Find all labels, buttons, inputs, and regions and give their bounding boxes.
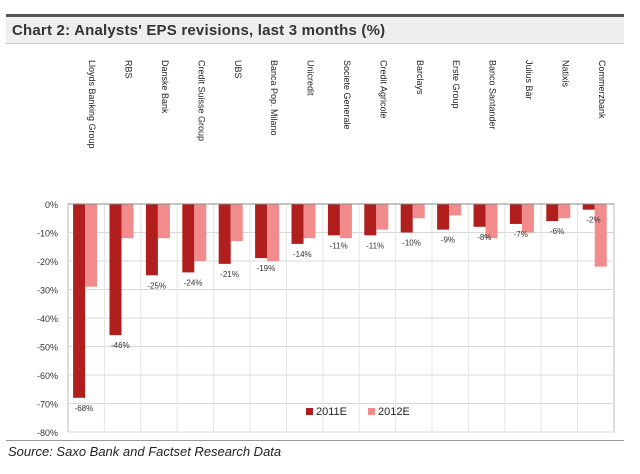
data-label: -24% xyxy=(184,278,203,287)
bar-2012e xyxy=(594,204,607,267)
y-tick-label: -40% xyxy=(37,314,58,324)
y-tick-label: -20% xyxy=(37,257,58,267)
bar-2011e xyxy=(400,204,413,233)
category-label: Unicredit xyxy=(306,60,316,96)
legend-swatch xyxy=(306,408,313,415)
category-label: Commerzbank xyxy=(597,60,607,119)
category-label: Credit Agricole xyxy=(378,60,388,119)
legend-swatch xyxy=(368,408,375,415)
category-label: Erste Group xyxy=(451,60,461,109)
bar-2011e xyxy=(109,204,122,336)
y-tick-label: -60% xyxy=(37,371,58,381)
bar-2011e xyxy=(327,204,340,236)
data-label: -11% xyxy=(366,241,384,250)
y-tick-label: -80% xyxy=(37,428,58,436)
category-label: Danske Bank xyxy=(160,60,170,114)
bar-2012e xyxy=(558,204,571,219)
bar-2012e xyxy=(449,204,462,216)
eps-revisions-chart: 0% -10% -20% -30% -40% -50% -60% -70% -80% -68% Ll… xyxy=(37,60,615,438)
bar-2012e xyxy=(303,204,316,239)
y-tick-label: -10% xyxy=(37,229,58,239)
chart-area: 0% -10% -20% -30% -40% -50% -60% -70% -80% -68% Ll… xyxy=(6,52,624,438)
source-note: Source: Saxo Bank and Factset Research D… xyxy=(8,444,282,459)
bar-2012e xyxy=(485,204,498,239)
chart-title: Chart 2: Analysts' EPS revisions, last 3… xyxy=(12,22,386,39)
bar-2011e xyxy=(364,204,377,236)
bar-2012e xyxy=(230,204,243,242)
bar-2012e xyxy=(339,204,352,239)
data-label: -9% xyxy=(441,236,455,245)
category-label: UBS xyxy=(233,60,243,79)
category-label: Banco Santander xyxy=(488,60,498,130)
category-label: Julius Bär xyxy=(524,60,534,100)
bar-2011e xyxy=(182,204,195,273)
chart-title-bar: Chart 2: Analysts' EPS revisions, last 3… xyxy=(6,14,624,44)
bar-2011e xyxy=(73,204,86,398)
legend-label: 2011E xyxy=(316,406,347,418)
y-tick-label: -50% xyxy=(37,343,58,353)
category-label: Barclays xyxy=(415,60,425,95)
bar-2012e xyxy=(194,204,207,261)
category-label: Societe Generale xyxy=(342,60,352,130)
bar-2012e xyxy=(121,204,134,239)
y-tick-label: -70% xyxy=(37,400,58,410)
bar-2012e xyxy=(85,204,98,287)
data-label: -46% xyxy=(111,341,130,350)
category-label: Banca Pop. Milano xyxy=(269,60,279,136)
category-label: Lloyds Banking Group xyxy=(87,60,97,149)
bar-2011e xyxy=(437,204,450,230)
y-tick-label: 0% xyxy=(45,200,58,210)
data-label: -10% xyxy=(402,239,421,248)
bar-2012e xyxy=(412,204,425,219)
bar-2012e xyxy=(376,204,389,230)
data-label: -19% xyxy=(257,264,276,273)
bar-2011e xyxy=(473,204,486,227)
bar-2011e xyxy=(218,204,231,264)
data-label: -14% xyxy=(293,250,312,259)
bar-2011e xyxy=(509,204,522,224)
data-label: -68% xyxy=(75,404,94,413)
bar-2011e xyxy=(255,204,268,259)
data-label: -2% xyxy=(586,216,600,225)
bar-2011e xyxy=(145,204,158,276)
data-label: -8% xyxy=(477,233,491,242)
bar-2012e xyxy=(157,204,170,239)
y-tick-label: -30% xyxy=(37,286,58,296)
data-label: -21% xyxy=(220,270,239,279)
legend-label: 2012E xyxy=(378,406,410,418)
data-label: -25% xyxy=(147,281,166,290)
bar-2011e xyxy=(582,204,595,210)
divider xyxy=(6,440,624,441)
data-label: -11% xyxy=(330,241,348,250)
bar-2011e xyxy=(291,204,304,244)
category-label: Natixis xyxy=(560,60,570,88)
bar-2012e xyxy=(267,204,280,261)
category-label: Credit Suisse Group xyxy=(196,60,206,141)
bar-2011e xyxy=(546,204,559,222)
bar-2012e xyxy=(521,204,534,233)
data-label: -7% xyxy=(514,230,528,239)
category-label: RBS xyxy=(124,60,134,79)
data-label: -6% xyxy=(550,227,564,236)
